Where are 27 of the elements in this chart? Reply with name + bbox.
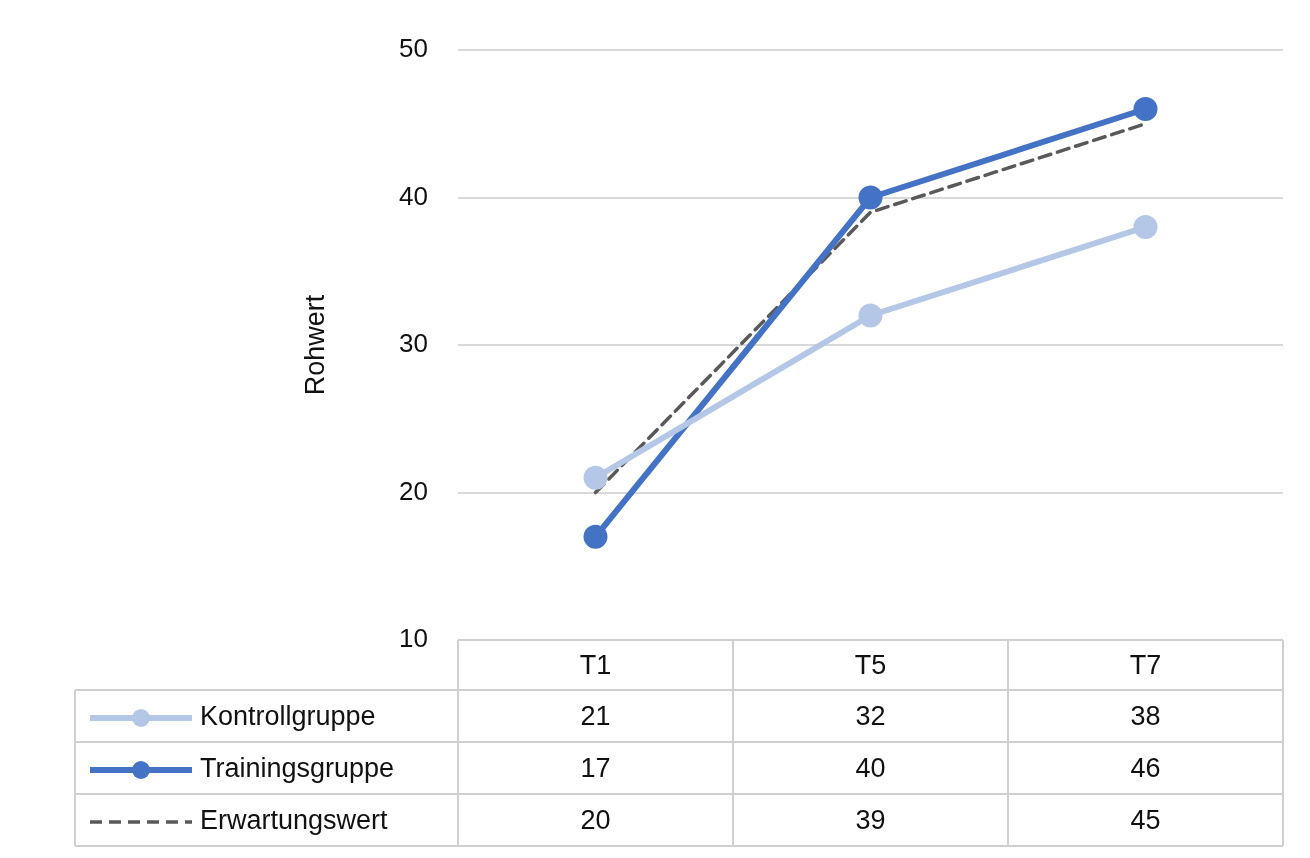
y-tick-label: 30 xyxy=(399,328,428,359)
point xyxy=(858,185,883,210)
data-label: 40 xyxy=(855,753,886,784)
data-label: 39 xyxy=(855,805,886,836)
y-tick-label: 10 xyxy=(399,623,428,654)
y-tick-label: 20 xyxy=(399,475,428,506)
legend-label: Kontrollgruppe xyxy=(200,701,376,732)
data-label: 32 xyxy=(855,701,886,732)
data-label: 17 xyxy=(580,753,611,784)
y-axis-title: Rohwert xyxy=(299,294,330,396)
data-label: 20 xyxy=(580,805,611,836)
data-label: 21 xyxy=(580,701,611,732)
x-tick-label: T1 xyxy=(579,650,612,681)
data-label: 45 xyxy=(1130,805,1161,836)
y-tick-label: 40 xyxy=(399,180,428,211)
legend-label: Erwartungswert xyxy=(200,805,389,836)
point xyxy=(1133,215,1158,239)
x-tick-label: T5 xyxy=(854,650,887,681)
point xyxy=(583,524,608,549)
data-label: 46 xyxy=(1130,753,1161,784)
legend-label: Trainingsgruppe xyxy=(200,753,395,784)
x-tick-label: T7 xyxy=(1129,650,1162,681)
data-label: 38 xyxy=(1130,701,1161,732)
y-tick-label: 50 xyxy=(399,33,428,64)
point xyxy=(1133,97,1158,121)
point xyxy=(858,303,883,328)
point xyxy=(583,465,608,490)
